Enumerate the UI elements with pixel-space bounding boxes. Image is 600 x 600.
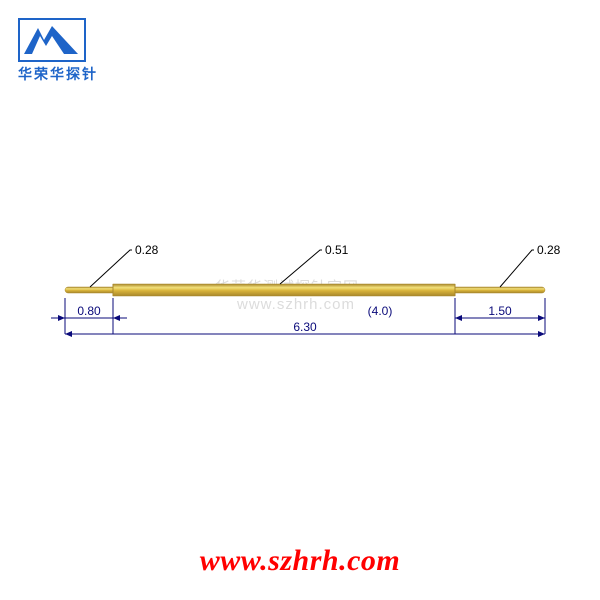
svg-text:6.30: 6.30: [293, 320, 317, 334]
svg-text:(4.0): (4.0): [368, 304, 393, 318]
svg-text:0.80: 0.80: [77, 304, 101, 318]
svg-text:0.51: 0.51: [325, 243, 349, 257]
pin-dimension-drawing: 0.28 0.51 0.28 0.80 1.50 (4.0) 6.30: [0, 0, 600, 600]
svg-text:0.28: 0.28: [135, 243, 159, 257]
svg-text:1.50: 1.50: [488, 304, 512, 318]
svg-text:0.28: 0.28: [537, 243, 561, 257]
probe-pin-shape: [65, 284, 545, 296]
website-url: www.szhrh.com: [0, 544, 600, 578]
